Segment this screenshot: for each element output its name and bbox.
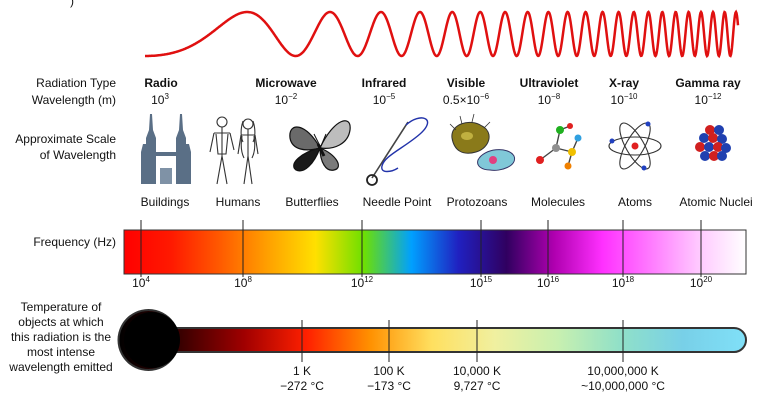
band-wavelength: 10−2 bbox=[274, 92, 298, 108]
band-object: Molecules bbox=[530, 195, 586, 209]
protozoa-icon bbox=[449, 113, 516, 171]
wavelength-wave bbox=[145, 9, 740, 59]
temperature-tick-label: 1 K −272 °C bbox=[280, 364, 324, 393]
nucleus-icon bbox=[695, 125, 731, 161]
frequency-spectrum bbox=[123, 220, 747, 277]
band-type: Visible bbox=[446, 76, 486, 90]
temperature-tick-label: 10,000 K 9,727 °C bbox=[452, 364, 502, 393]
thermometer-tube bbox=[117, 309, 747, 371]
buildings-icon bbox=[141, 114, 191, 184]
band-type: Radio bbox=[144, 76, 178, 90]
band-wavelength: 0.5×10−6 bbox=[442, 92, 490, 108]
band-wavelength: 10−12 bbox=[694, 92, 722, 108]
band-object: Protozoans bbox=[446, 195, 508, 209]
band-object: Buildings bbox=[140, 195, 190, 209]
band-object: Butterflies bbox=[285, 195, 339, 209]
band-object: Atomic Nuclei bbox=[679, 195, 753, 209]
band-type: Infrared bbox=[361, 76, 407, 90]
thermometer bbox=[117, 309, 747, 371]
wave-line bbox=[145, 9, 740, 59]
scale-label-line1: Approximate Scale bbox=[15, 132, 116, 146]
band-wavelength: 10−5 bbox=[372, 92, 396, 108]
molecule-icon bbox=[536, 123, 582, 170]
band-type: Gamma ray bbox=[675, 76, 741, 90]
band-object: Needle Point bbox=[362, 195, 432, 209]
radiation-type-label: Radiation Type bbox=[36, 76, 116, 90]
frequency-tick-label: 104 bbox=[132, 275, 150, 291]
frequency-tick-label: 1020 bbox=[689, 275, 713, 291]
needle-icon bbox=[366, 117, 429, 186]
humans-icon bbox=[209, 116, 259, 185]
temperature-tick-label: 10,000,000 K ~10,000,000 °C bbox=[581, 364, 665, 393]
frequency-tick-label: 1012 bbox=[350, 275, 374, 291]
thermometer-bulb bbox=[124, 312, 180, 368]
spectrum-bar bbox=[123, 229, 747, 275]
frequency-tick-label: 1015 bbox=[469, 275, 493, 291]
band-type: Ultraviolet bbox=[519, 76, 579, 90]
band-wavelength: 10−8 bbox=[537, 92, 561, 108]
top-fragment: ) bbox=[70, 0, 74, 8]
band-object: Humans bbox=[215, 195, 261, 209]
wavelength-label: Wavelength (m) bbox=[31, 93, 116, 107]
band-type: Microwave bbox=[255, 76, 317, 90]
frequency-tick-label: 108 bbox=[234, 275, 252, 291]
frequency-tick-label: 1018 bbox=[611, 275, 635, 291]
scale-label-line2: of Wavelength bbox=[39, 148, 116, 162]
frequency-label: Frequency (Hz) bbox=[33, 235, 116, 249]
atom-icon bbox=[608, 121, 662, 171]
butterfly-icon bbox=[289, 120, 351, 172]
illustrations bbox=[141, 113, 731, 186]
temperature-label: Temperature of objects at which this rad… bbox=[9, 300, 113, 374]
band-wavelength: 10−10 bbox=[610, 92, 638, 108]
band-object: Atoms bbox=[617, 195, 653, 209]
temperature-tick-label: 100 K −173 °C bbox=[367, 364, 411, 393]
frequency-tick-label: 1016 bbox=[536, 275, 560, 291]
band-type: X-ray bbox=[608, 76, 640, 90]
band-wavelength: 103 bbox=[151, 92, 169, 108]
